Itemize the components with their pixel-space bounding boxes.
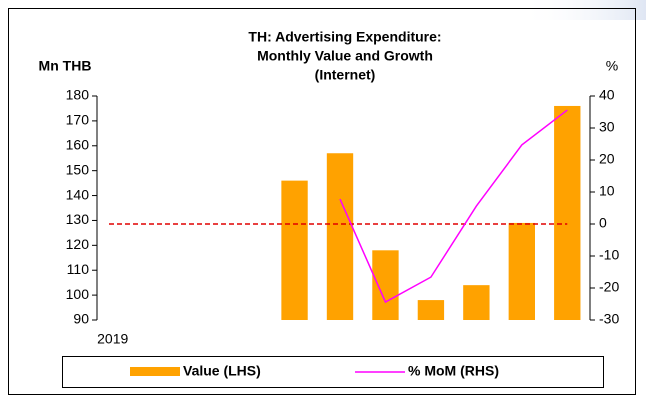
legend-label: % MoM (RHS) bbox=[408, 363, 499, 379]
y-tick-label: 120 bbox=[66, 236, 90, 252]
frame bbox=[8, 8, 636, 395]
y2-tick-label: 10 bbox=[599, 183, 615, 199]
bar bbox=[554, 105, 581, 320]
x-tick-label: 2019 bbox=[97, 331, 128, 347]
legend-swatch bbox=[130, 367, 180, 376]
y2-tick-label: -10 bbox=[599, 247, 619, 263]
chart-title: (Internet) bbox=[315, 67, 376, 83]
y-tick-label: 140 bbox=[66, 186, 90, 202]
y2-tick-label: 20 bbox=[599, 151, 615, 167]
bar bbox=[463, 285, 490, 320]
y2-tick-label: -30 bbox=[599, 311, 619, 327]
bar bbox=[326, 153, 354, 320]
y2-tick-label: 40 bbox=[599, 87, 615, 103]
y-axis-label: Mn THB bbox=[39, 58, 92, 74]
legend-label: Value (LHS) bbox=[183, 363, 261, 379]
y2-axis-label: % bbox=[606, 58, 618, 74]
y-tick-label: 170 bbox=[66, 112, 90, 128]
background-accent bbox=[520, 0, 646, 20]
chart-title: TH: Advertising Expenditure: bbox=[248, 29, 441, 45]
bar bbox=[281, 180, 308, 320]
chart-title: Monthly Value and Growth bbox=[257, 48, 433, 64]
y-tick-label: 130 bbox=[66, 211, 90, 227]
bar bbox=[508, 222, 535, 320]
bar bbox=[372, 250, 399, 320]
y2-tick-label: 30 bbox=[599, 119, 615, 135]
line bbox=[339, 109, 568, 304]
y2-tick-label: -20 bbox=[599, 279, 619, 295]
y-tick-label: 90 bbox=[73, 311, 89, 327]
y-tick-label: 180 bbox=[66, 87, 90, 103]
y-tick-label: 100 bbox=[66, 286, 90, 302]
y-tick-label: 160 bbox=[66, 136, 90, 152]
y-tick-label: 110 bbox=[67, 261, 90, 277]
y-tick-label: 150 bbox=[66, 161, 90, 177]
bar bbox=[417, 300, 445, 320]
y2-tick-label: 0 bbox=[599, 215, 607, 231]
legend-box bbox=[62, 356, 604, 388]
